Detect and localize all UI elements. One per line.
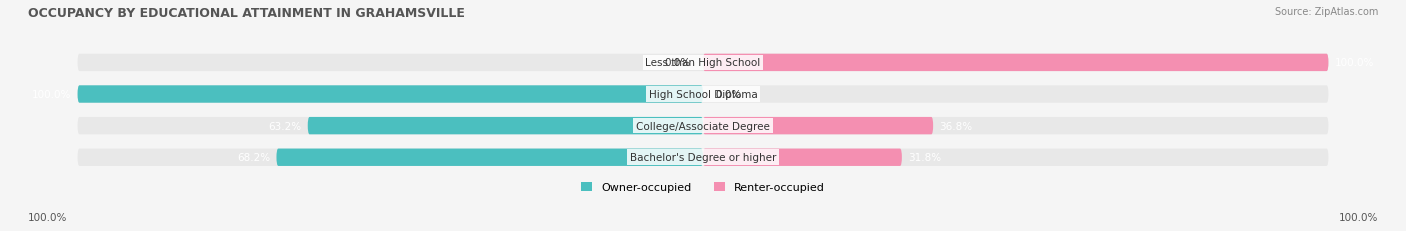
FancyBboxPatch shape [77, 117, 1329, 135]
Text: 31.8%: 31.8% [908, 153, 941, 163]
FancyBboxPatch shape [77, 55, 1329, 72]
FancyBboxPatch shape [308, 117, 703, 135]
Text: 68.2%: 68.2% [238, 153, 270, 163]
FancyBboxPatch shape [77, 149, 1329, 166]
Text: 100.0%: 100.0% [32, 90, 72, 100]
Text: 36.8%: 36.8% [939, 121, 973, 131]
Text: Less than High School: Less than High School [645, 58, 761, 68]
Text: OCCUPANCY BY EDUCATIONAL ATTAINMENT IN GRAHAMSVILLE: OCCUPANCY BY EDUCATIONAL ATTAINMENT IN G… [28, 7, 465, 20]
FancyBboxPatch shape [703, 149, 901, 166]
Legend: Owner-occupied, Renter-occupied: Owner-occupied, Renter-occupied [576, 178, 830, 197]
Text: 63.2%: 63.2% [269, 121, 301, 131]
FancyBboxPatch shape [277, 149, 703, 166]
Text: 100.0%: 100.0% [1339, 212, 1378, 222]
FancyBboxPatch shape [703, 117, 934, 135]
Text: 0.0%: 0.0% [716, 90, 742, 100]
FancyBboxPatch shape [77, 86, 703, 103]
Text: College/Associate Degree: College/Associate Degree [636, 121, 770, 131]
Text: High School Diploma: High School Diploma [648, 90, 758, 100]
FancyBboxPatch shape [703, 55, 1329, 72]
Text: Bachelor's Degree or higher: Bachelor's Degree or higher [630, 153, 776, 163]
FancyBboxPatch shape [77, 86, 1329, 103]
Text: Source: ZipAtlas.com: Source: ZipAtlas.com [1274, 7, 1378, 17]
Text: 100.0%: 100.0% [1334, 58, 1374, 68]
Text: 100.0%: 100.0% [28, 212, 67, 222]
Text: 0.0%: 0.0% [664, 58, 690, 68]
